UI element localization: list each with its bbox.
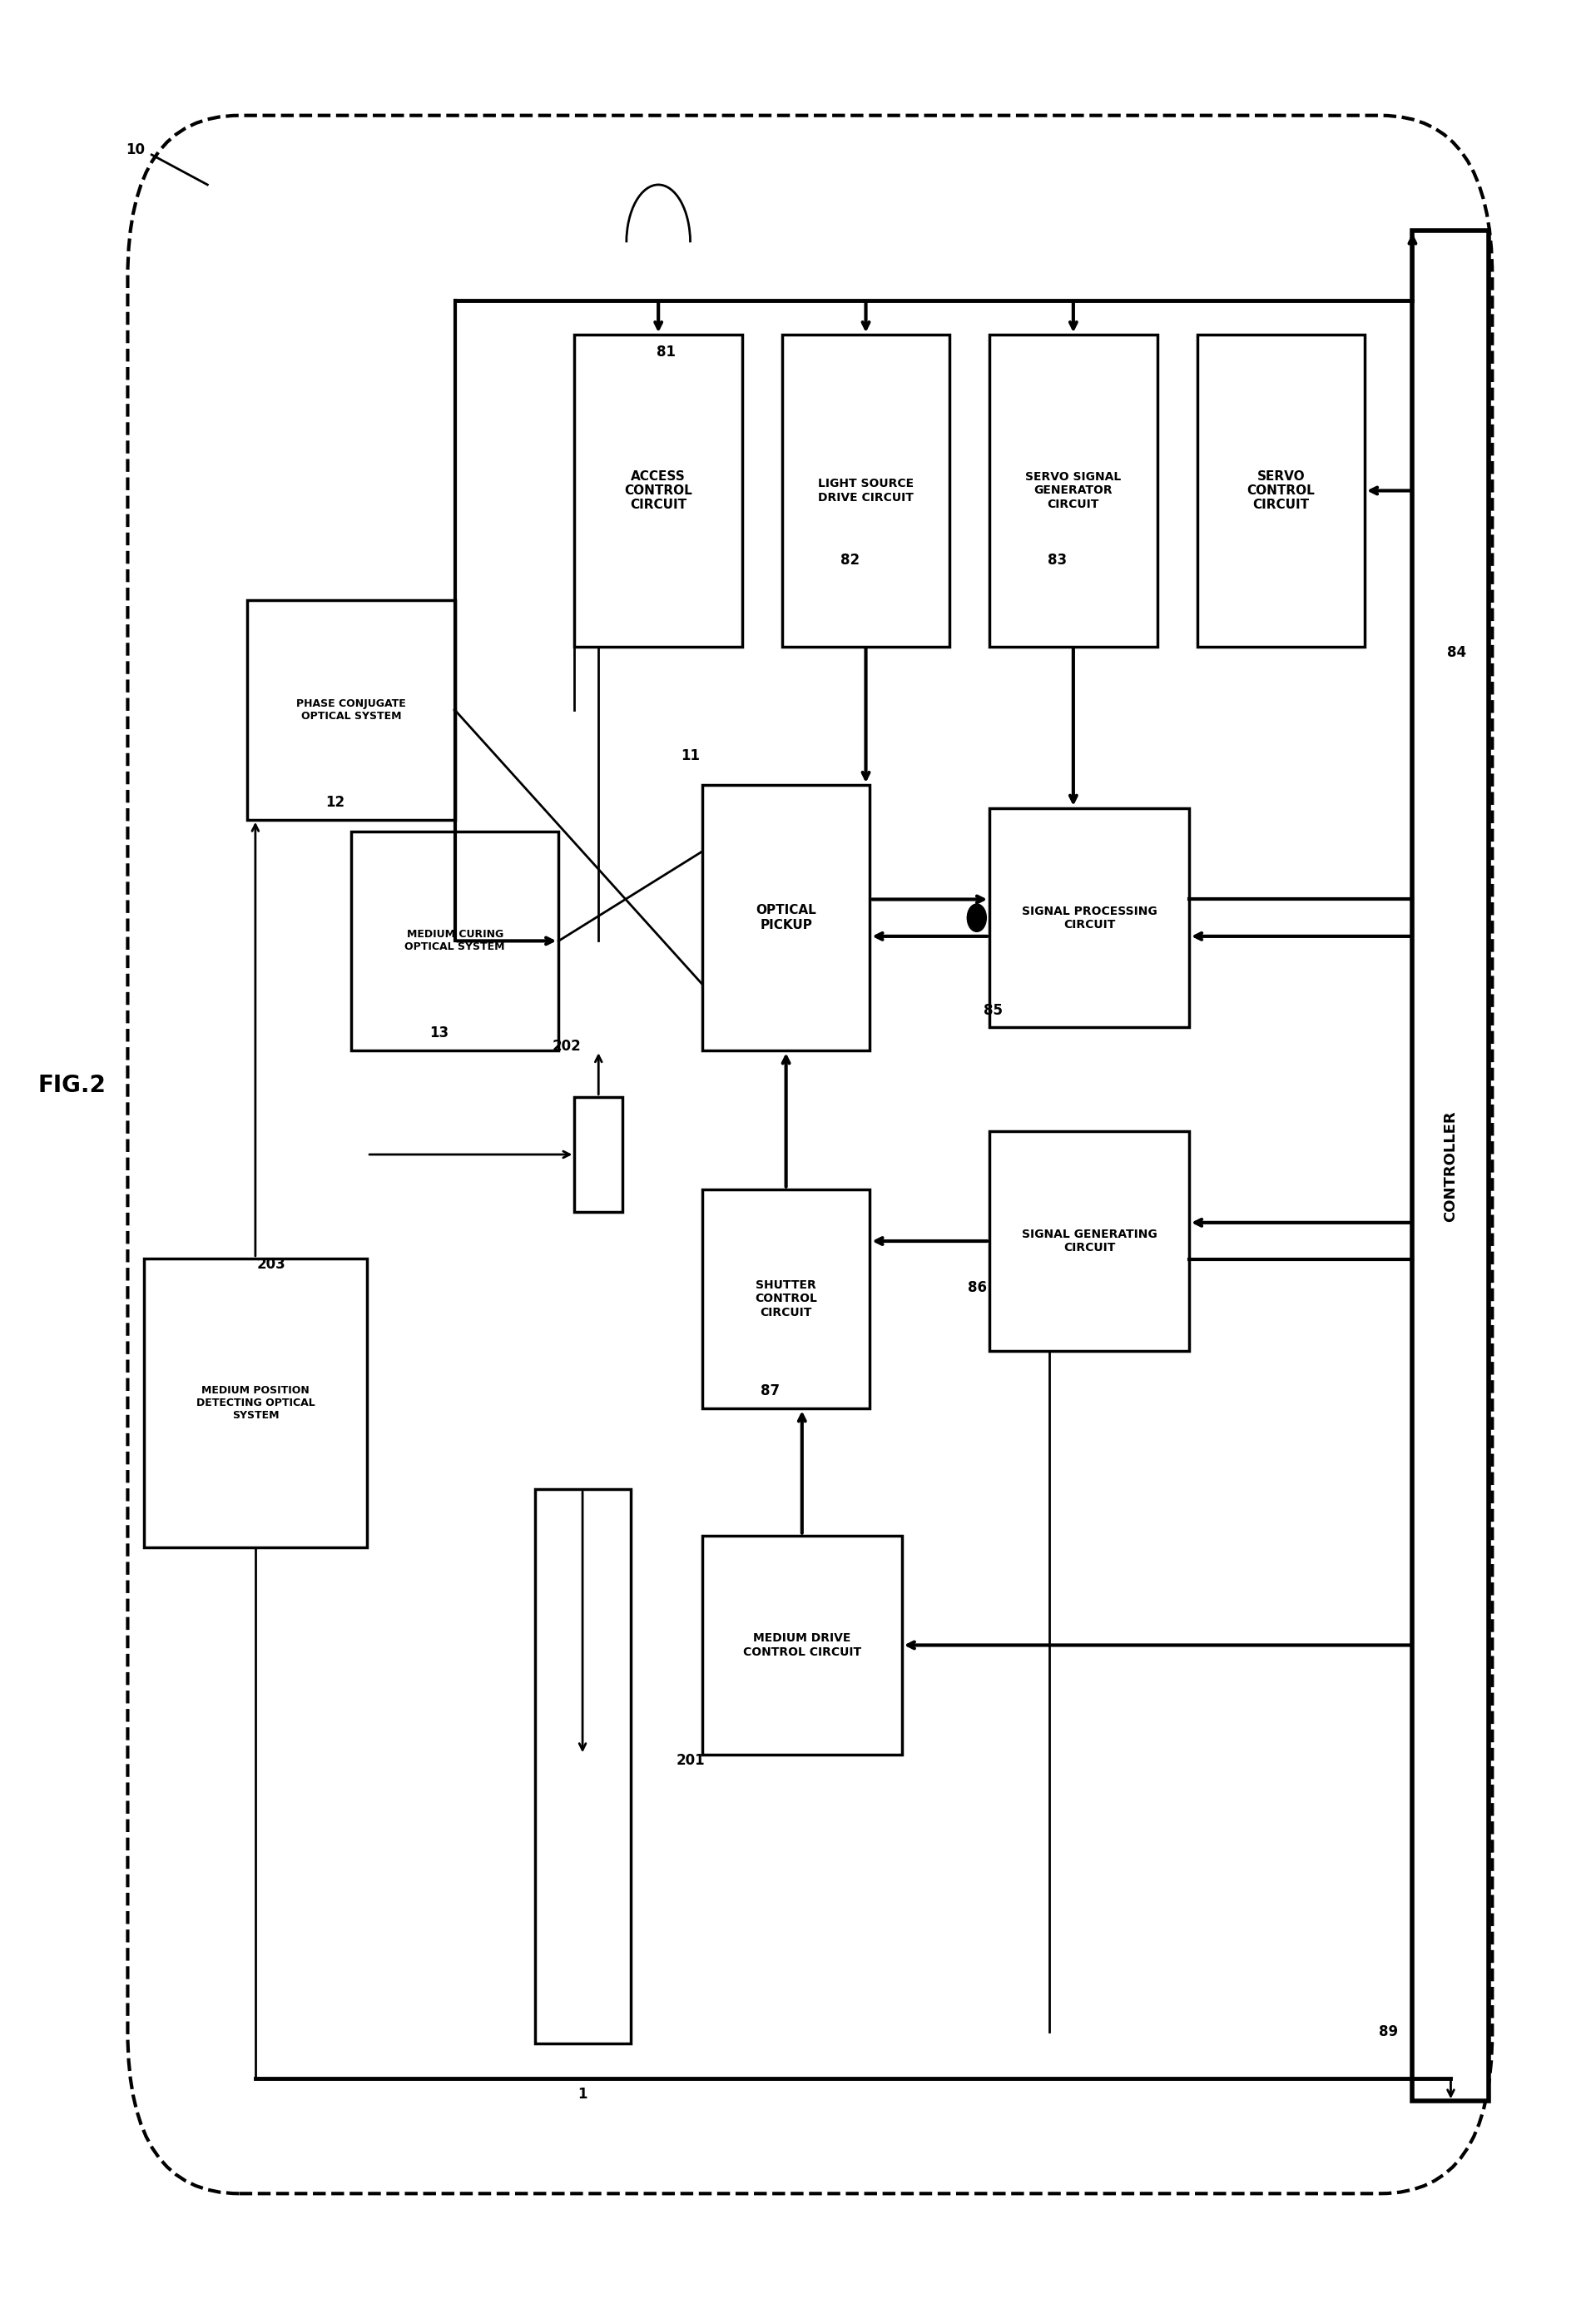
Text: 85: 85 [985,1002,1002,1018]
Bar [702,785,870,1051]
Text: MEDIUM CURING
OPTICAL SYSTEM: MEDIUM CURING OPTICAL SYSTEM [405,928,504,954]
Text: ACCESS
CONTROL
CIRCUIT: ACCESS CONTROL CIRCUIT [624,471,693,510]
Text: SERVO SIGNAL
GENERATOR
CIRCUIT: SERVO SIGNAL GENERATOR CIRCUIT [1025,471,1122,510]
Text: CONTROLLER: CONTROLLER [1443,1111,1459,1221]
Bar [990,1131,1189,1351]
Text: MEDIUM DRIVE
CONTROL CIRCUIT: MEDIUM DRIVE CONTROL CIRCUIT [742,1632,862,1658]
Text: 13: 13 [429,1025,448,1041]
Bar [990,808,1189,1028]
Bar [575,1097,622,1212]
Text: 201: 201 [675,1753,705,1769]
Text: SIGNAL GENERATING
CIRCUIT: SIGNAL GENERATING CIRCUIT [1021,1228,1157,1254]
Text: OPTICAL
PICKUP: OPTICAL PICKUP [757,905,816,931]
Bar [1412,231,1489,2101]
Text: SERVO
CONTROL
CIRCUIT: SERVO CONTROL CIRCUIT [1246,471,1315,510]
Bar [535,1489,630,2043]
Text: 86: 86 [969,1279,986,1295]
Circle shape [967,905,986,933]
Bar [702,1189,870,1408]
Text: 202: 202 [552,1039,581,1053]
Text: FIG.2: FIG.2 [38,1074,105,1097]
Bar [144,1258,367,1547]
Bar [702,1535,902,1755]
Text: 1: 1 [578,2087,587,2101]
Text: 84: 84 [1446,644,1467,660]
Text: 89: 89 [1379,2025,1398,2039]
Bar [247,600,455,820]
FancyBboxPatch shape [128,115,1492,2194]
Text: SHUTTER
CONTROL
CIRCUIT: SHUTTER CONTROL CIRCUIT [755,1279,817,1318]
Text: 203: 203 [257,1256,286,1272]
Text: 83: 83 [1047,552,1068,568]
Text: 81: 81 [658,344,675,360]
Text: 12: 12 [326,794,345,810]
Bar [1197,335,1365,647]
Text: MEDIUM POSITION
DETECTING OPTICAL
SYSTEM: MEDIUM POSITION DETECTING OPTICAL SYSTEM [196,1385,314,1420]
Text: 82: 82 [839,552,860,568]
Bar [782,335,950,647]
Text: 87: 87 [760,1383,780,1399]
Bar [351,831,559,1051]
Text: SIGNAL PROCESSING
CIRCUIT: SIGNAL PROCESSING CIRCUIT [1021,905,1157,931]
Text: PHASE CONJUGATE
OPTICAL SYSTEM: PHASE CONJUGATE OPTICAL SYSTEM [297,697,405,723]
Text: 10: 10 [126,143,145,157]
Bar [575,335,742,647]
Text: 11: 11 [681,748,699,764]
Text: LIGHT SOURCE
DRIVE CIRCUIT: LIGHT SOURCE DRIVE CIRCUIT [817,478,915,503]
Bar [990,335,1157,647]
